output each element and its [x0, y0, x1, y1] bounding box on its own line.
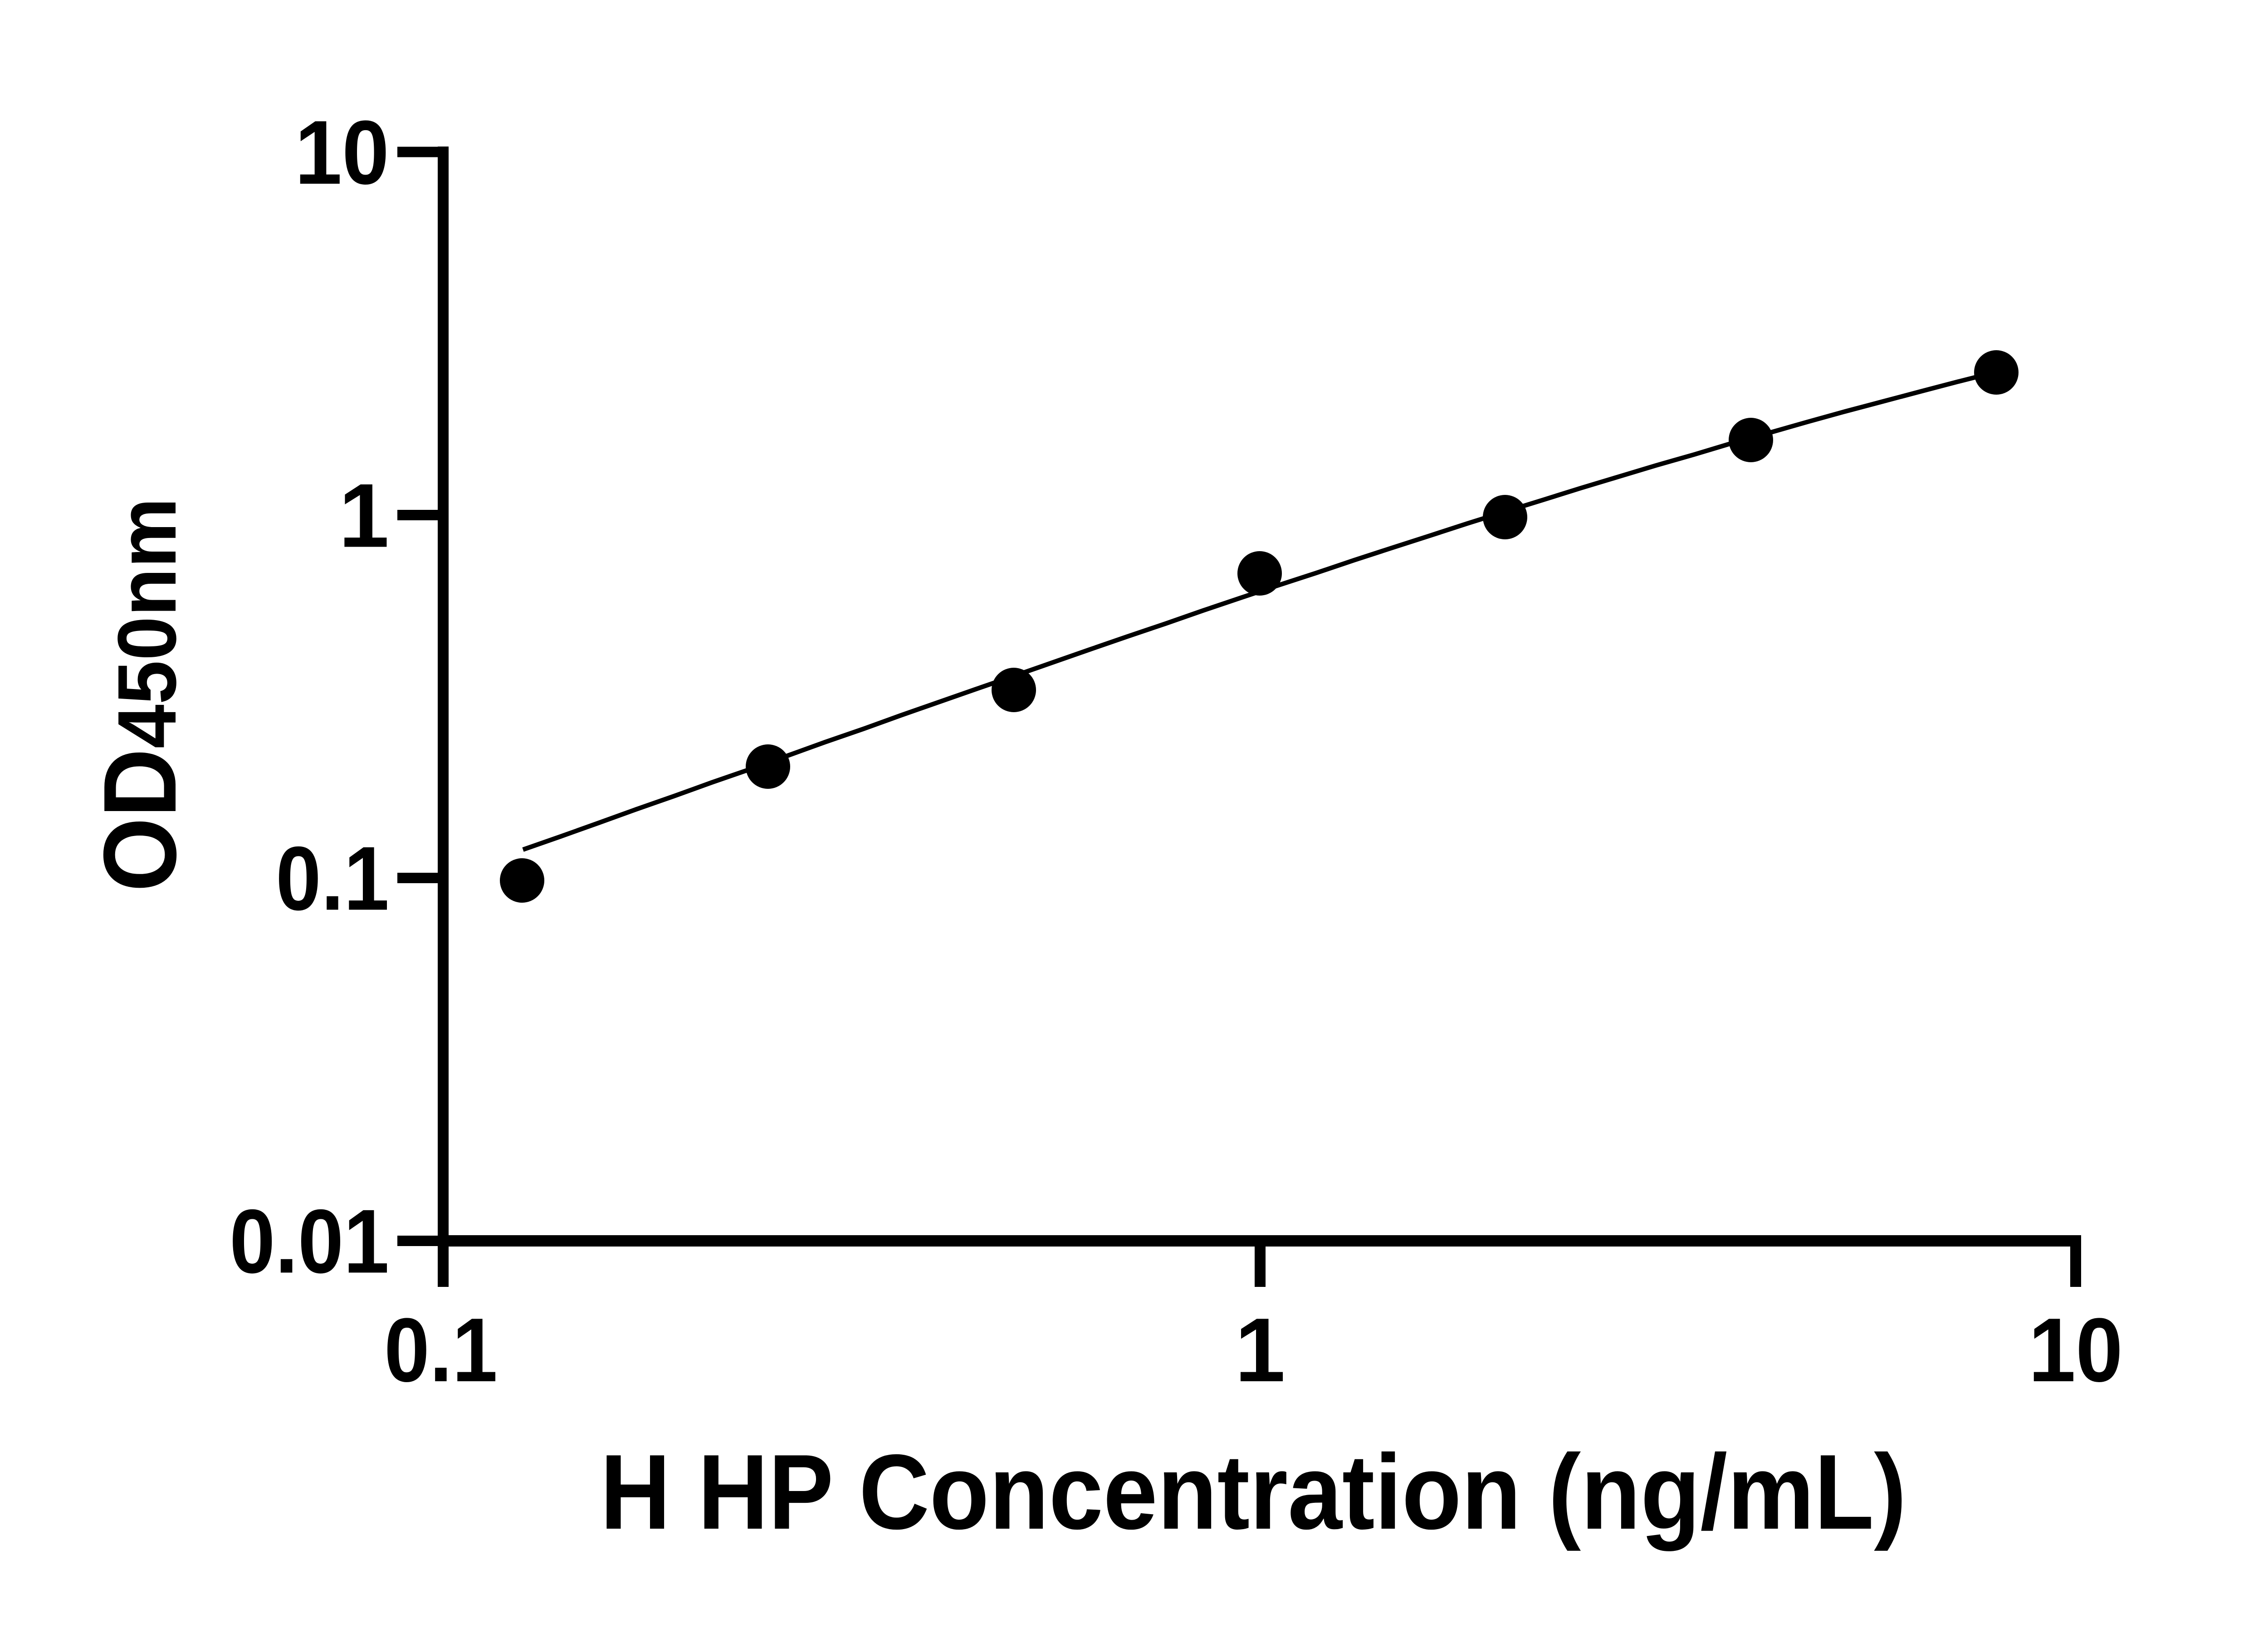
- svg-text:0.1: 0.1: [276, 828, 389, 929]
- svg-text:OD: OD: [83, 748, 198, 892]
- svg-text:450nm: 450nm: [100, 498, 193, 748]
- svg-text:0.1: 0.1: [384, 1300, 498, 1401]
- svg-text:1: 1: [1235, 1300, 1285, 1401]
- svg-text:10: 10: [2028, 1300, 2123, 1401]
- svg-text:10: 10: [295, 102, 389, 203]
- svg-text:0.01: 0.01: [230, 1191, 389, 1292]
- svg-text:1: 1: [339, 465, 389, 567]
- svg-text:H HP Concentration (ng/mL): H HP Concentration (ng/mL): [600, 1432, 1906, 1551]
